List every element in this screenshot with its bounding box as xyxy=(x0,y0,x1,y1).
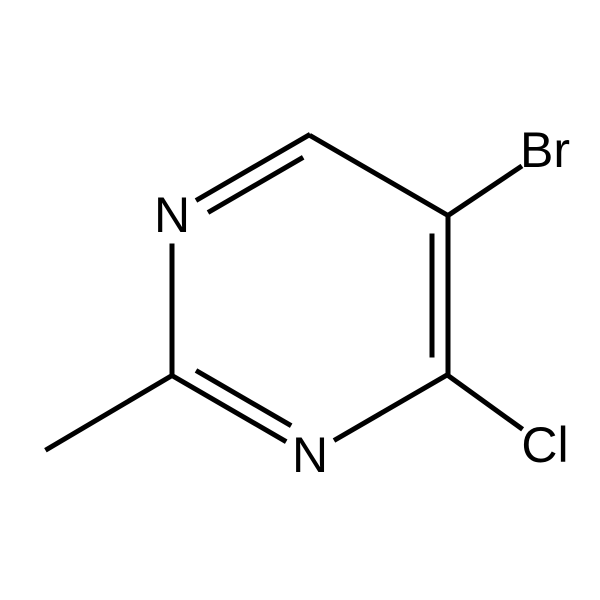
atom-label-n1: N xyxy=(154,190,190,240)
bond-segment xyxy=(171,373,287,443)
bond-segment xyxy=(170,243,175,375)
bond-segment xyxy=(430,233,435,357)
bond-segment xyxy=(44,373,174,452)
bond-segment xyxy=(447,164,524,218)
bond-segment xyxy=(333,373,449,443)
molecule-canvas: N N Br Cl xyxy=(0,0,600,600)
bond-segment xyxy=(446,215,451,375)
atom-label-n3: N xyxy=(292,430,328,480)
bond-segment xyxy=(195,133,311,203)
atom-label-cl: Cl xyxy=(521,420,568,470)
bond-segment xyxy=(447,373,524,431)
atom-label-br: Br xyxy=(520,125,570,175)
bond-segment xyxy=(309,133,449,217)
